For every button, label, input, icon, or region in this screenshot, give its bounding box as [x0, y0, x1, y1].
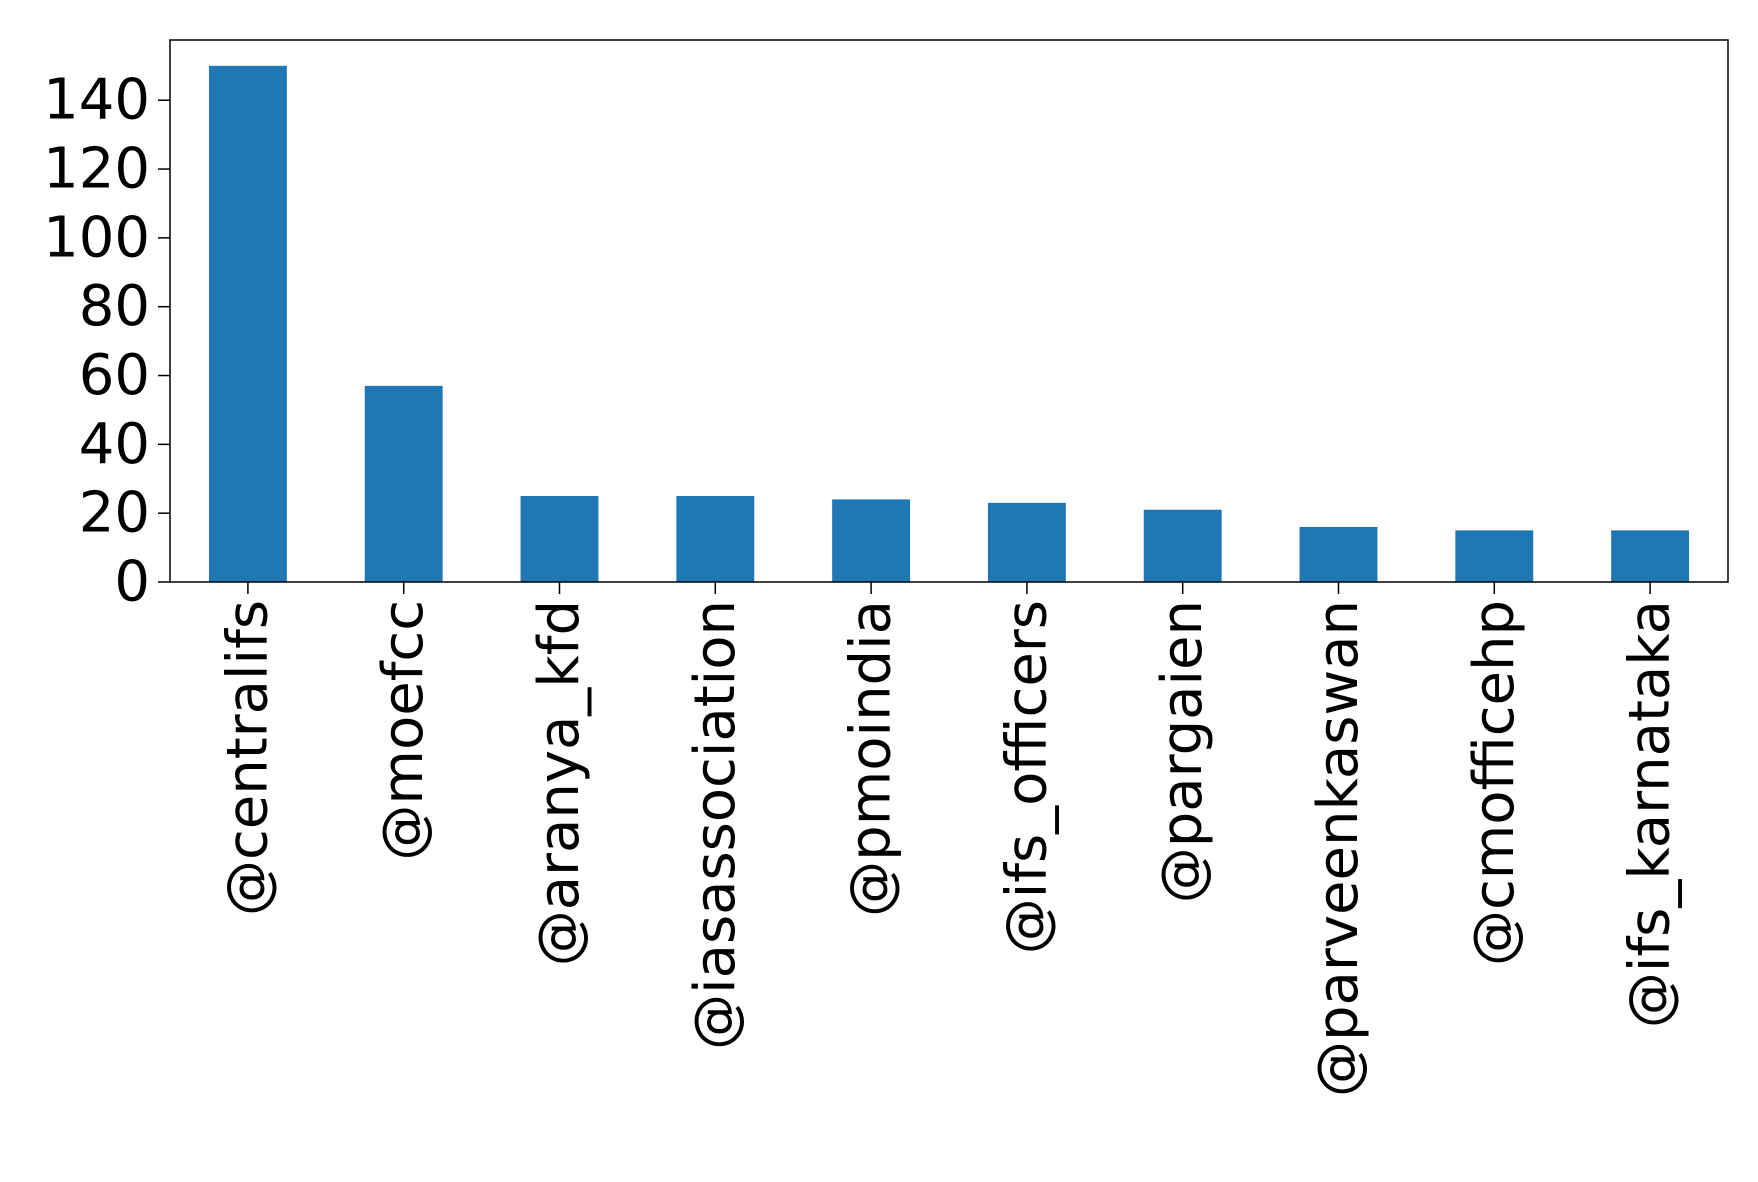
x-tick-label: @parveenkaswan: [1306, 600, 1371, 1097]
x-tick-label: @aranya_kfd: [527, 600, 592, 966]
bar: [832, 499, 911, 582]
x-tick-label: @ifs_officers: [994, 600, 1059, 954]
bars: [208, 65, 1690, 583]
y-tick-label: 0: [114, 550, 150, 615]
x-tick-label: @centralifs: [215, 600, 280, 916]
x-tick-label: @pargaien: [1150, 600, 1215, 903]
x-tick-label: @iasassociation: [683, 600, 748, 1050]
x-tick-label: @moefcc: [371, 600, 436, 861]
x-tick-label: @ifs_karnataka: [1618, 600, 1683, 1028]
bar: [208, 65, 287, 583]
bar: [364, 385, 443, 582]
y-tick-label: 140: [43, 68, 150, 133]
y-tick-label: 120: [43, 137, 150, 202]
y-tick-label: 100: [43, 205, 150, 270]
x-axis: @centralifs @moefcc @aranya_kfd @iasassocia…: [215, 582, 1683, 1097]
bar: [1299, 526, 1378, 582]
y-tick-label: 40: [79, 412, 150, 477]
plot-frame: [169, 39, 1729, 583]
bar: [676, 495, 755, 582]
x-tick-label: @pmoindia: [839, 600, 904, 917]
bar: [987, 502, 1066, 582]
bar: [520, 495, 599, 582]
bar: [1143, 509, 1222, 582]
y-tick-label: 80: [79, 274, 150, 339]
x-tick-label: @cmofficehp: [1462, 600, 1527, 966]
bar: [1455, 530, 1534, 582]
y-tick-label: 20: [79, 481, 150, 546]
y-tick-label: 60: [79, 343, 150, 408]
bar: [1611, 530, 1690, 582]
